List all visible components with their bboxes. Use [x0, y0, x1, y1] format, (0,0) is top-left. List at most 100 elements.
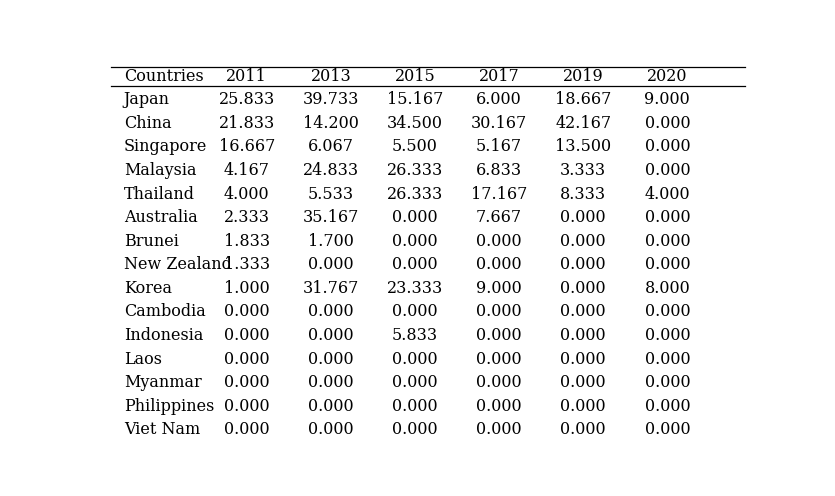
Text: 2015: 2015 [395, 68, 435, 85]
Text: 1.700: 1.700 [308, 233, 354, 249]
Text: 0.000: 0.000 [224, 398, 270, 415]
Text: 0.000: 0.000 [308, 398, 354, 415]
Text: 0.000: 0.000 [476, 398, 522, 415]
Text: 0.000: 0.000 [224, 304, 270, 320]
Text: 2017: 2017 [478, 68, 519, 85]
Text: 0.000: 0.000 [308, 256, 354, 273]
Text: 18.667: 18.667 [555, 91, 611, 108]
Text: 0.000: 0.000 [645, 327, 691, 344]
Text: 39.733: 39.733 [302, 91, 359, 108]
Text: 1.000: 1.000 [224, 280, 270, 297]
Text: 0.000: 0.000 [645, 209, 691, 226]
Text: 0.000: 0.000 [308, 351, 354, 368]
Text: Singapore: Singapore [124, 138, 207, 155]
Text: 0.000: 0.000 [392, 398, 438, 415]
Text: 0.000: 0.000 [392, 374, 438, 391]
Text: 34.500: 34.500 [387, 115, 443, 132]
Text: Laos: Laos [124, 351, 162, 368]
Text: 15.167: 15.167 [387, 91, 443, 108]
Text: 25.833: 25.833 [219, 91, 275, 108]
Text: Myanmar: Myanmar [124, 374, 201, 391]
Text: Malaysia: Malaysia [124, 162, 196, 179]
Text: 0.000: 0.000 [392, 209, 438, 226]
Text: Philippines: Philippines [124, 398, 214, 415]
Text: Indonesia: Indonesia [124, 327, 203, 344]
Text: 7.667: 7.667 [476, 209, 522, 226]
Text: 16.667: 16.667 [219, 138, 275, 155]
Text: Countries: Countries [124, 68, 204, 85]
Text: 0.000: 0.000 [560, 209, 606, 226]
Text: 42.167: 42.167 [555, 115, 611, 132]
Text: 3.333: 3.333 [560, 162, 606, 179]
Text: 2020: 2020 [647, 68, 688, 85]
Text: China: China [124, 115, 171, 132]
Text: 0.000: 0.000 [560, 280, 606, 297]
Text: 30.167: 30.167 [471, 115, 527, 132]
Text: 0.000: 0.000 [645, 422, 691, 438]
Text: 0.000: 0.000 [560, 422, 606, 438]
Text: 0.000: 0.000 [645, 351, 691, 368]
Text: 0.000: 0.000 [476, 304, 522, 320]
Text: 8.000: 8.000 [645, 280, 691, 297]
Text: 0.000: 0.000 [560, 233, 606, 249]
Text: 0.000: 0.000 [645, 256, 691, 273]
Text: 24.833: 24.833 [303, 162, 359, 179]
Text: 0.000: 0.000 [308, 327, 354, 344]
Text: 2011: 2011 [226, 68, 267, 85]
Text: 6.833: 6.833 [476, 162, 522, 179]
Text: 0.000: 0.000 [476, 351, 522, 368]
Text: 5.833: 5.833 [392, 327, 438, 344]
Text: 17.167: 17.167 [471, 186, 528, 202]
Text: 14.200: 14.200 [303, 115, 359, 132]
Text: 6.067: 6.067 [308, 138, 354, 155]
Text: 0.000: 0.000 [645, 304, 691, 320]
Text: 2019: 2019 [563, 68, 604, 85]
Text: 0.000: 0.000 [392, 304, 438, 320]
Text: 0.000: 0.000 [476, 422, 522, 438]
Text: Viet Nam: Viet Nam [124, 422, 200, 438]
Text: 0.000: 0.000 [392, 256, 438, 273]
Text: Australia: Australia [124, 209, 198, 226]
Text: 13.500: 13.500 [555, 138, 611, 155]
Text: 0.000: 0.000 [645, 115, 691, 132]
Text: 0.000: 0.000 [476, 256, 522, 273]
Text: 26.333: 26.333 [387, 186, 443, 202]
Text: 4.000: 4.000 [645, 186, 691, 202]
Text: 0.000: 0.000 [224, 422, 270, 438]
Text: 0.000: 0.000 [645, 138, 691, 155]
Text: 21.833: 21.833 [219, 115, 275, 132]
Text: 31.767: 31.767 [302, 280, 359, 297]
Text: 1.333: 1.333 [224, 256, 270, 273]
Text: 26.333: 26.333 [387, 162, 443, 179]
Text: 0.000: 0.000 [392, 351, 438, 368]
Text: 0.000: 0.000 [476, 327, 522, 344]
Text: 0.000: 0.000 [560, 374, 606, 391]
Text: 4.000: 4.000 [224, 186, 270, 202]
Text: New Zealand: New Zealand [124, 256, 231, 273]
Text: 0.000: 0.000 [645, 398, 691, 415]
Text: Brunei: Brunei [124, 233, 179, 249]
Text: 0.000: 0.000 [308, 422, 354, 438]
Text: 6.000: 6.000 [476, 91, 522, 108]
Text: 35.167: 35.167 [302, 209, 359, 226]
Text: 0.000: 0.000 [224, 327, 270, 344]
Text: 9.000: 9.000 [476, 280, 522, 297]
Text: Cambodia: Cambodia [124, 304, 205, 320]
Text: 23.333: 23.333 [387, 280, 443, 297]
Text: 0.000: 0.000 [645, 233, 691, 249]
Text: 5.500: 5.500 [392, 138, 438, 155]
Text: 9.000: 9.000 [645, 91, 691, 108]
Text: 0.000: 0.000 [645, 162, 691, 179]
Text: 2.333: 2.333 [224, 209, 270, 226]
Text: 0.000: 0.000 [560, 304, 606, 320]
Text: 1.833: 1.833 [224, 233, 270, 249]
Text: 5.533: 5.533 [308, 186, 354, 202]
Text: 0.000: 0.000 [224, 351, 270, 368]
Text: 2013: 2013 [311, 68, 352, 85]
Text: 0.000: 0.000 [476, 374, 522, 391]
Text: 0.000: 0.000 [392, 422, 438, 438]
Text: 5.167: 5.167 [476, 138, 522, 155]
Text: 0.000: 0.000 [560, 351, 606, 368]
Text: Japan: Japan [124, 91, 170, 108]
Text: 4.167: 4.167 [224, 162, 270, 179]
